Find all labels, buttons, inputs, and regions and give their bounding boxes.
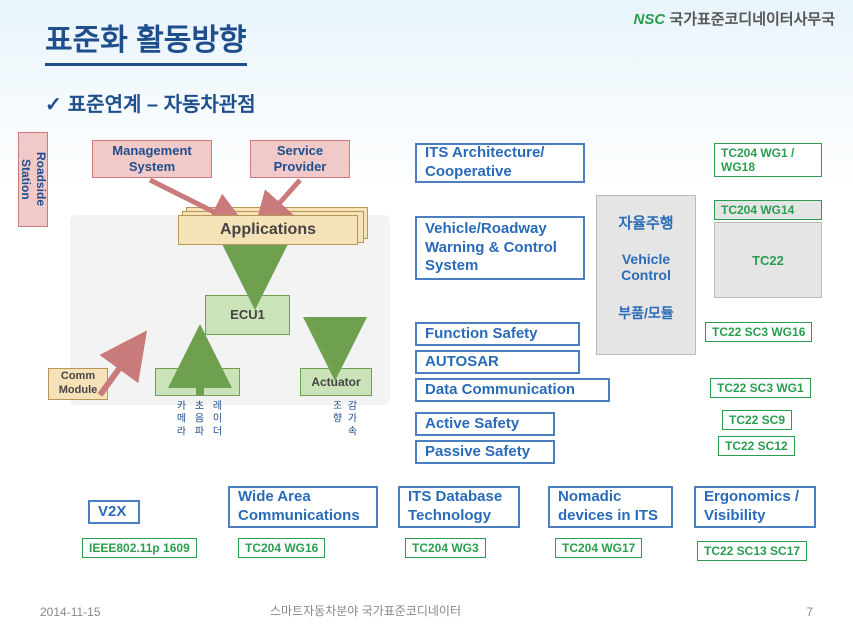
footer-date: 2014-11-15 xyxy=(40,605,101,619)
category-data-comm: Data Communication xyxy=(415,378,610,402)
category-nomadic: Nomadic devices in ITS xyxy=(548,486,673,528)
header-org: NSC 국가표준코디네이터사무국 xyxy=(634,8,835,29)
brand-logo: NSC xyxy=(634,11,666,28)
grey-line2: Vehicle Control xyxy=(605,251,687,283)
footer-center: 스마트자동차분야 국가표준코디네이터 xyxy=(270,602,461,619)
sensor-label-2: 초 음 파 xyxy=(190,400,205,436)
grey-line3: 부품/모듈 xyxy=(605,303,687,323)
category-its-db: ITS Database Technology xyxy=(398,486,520,528)
sensor-label-5: 감 가 속 xyxy=(343,400,358,436)
sensor-label-3: 레 이 더 xyxy=(208,400,223,436)
sensor-label-1: 카 메 라 xyxy=(172,400,187,436)
category-passive-safety: Passive Safety xyxy=(415,440,555,464)
tag-wg16: TC204 WG16 xyxy=(238,538,325,558)
vehicle-control-box: 자율주행 Vehicle Control 부품/모듈 xyxy=(596,195,696,355)
tag-wg1-18: TC204 WG1 / WG18 xyxy=(714,143,822,177)
applications-box: Applications xyxy=(178,215,358,245)
tag-sc3wg16: TC22 SC3 WG16 xyxy=(705,322,812,342)
tag-ieee: IEEE802.11p 1609 xyxy=(82,538,197,558)
management-system-box: Management System xyxy=(92,140,212,178)
sensor-label-4: 조 향 xyxy=(328,400,343,423)
check-icon: ✓ xyxy=(45,94,62,116)
tag-wg3: TC204 WG3 xyxy=(405,538,486,558)
tag-wg14: TC204 WG14 xyxy=(714,200,822,220)
category-func-safety: Function Safety xyxy=(415,322,580,346)
org-label: 국가표준코디네이터사무국 xyxy=(669,11,835,28)
applications-stack: Applications xyxy=(178,215,358,245)
tag-wg17: TC204 WG17 xyxy=(555,538,642,558)
sensors-box: Sensors xyxy=(155,368,240,396)
tag-sc3wg1: TC22 SC3 WG1 xyxy=(710,378,811,398)
category-autosar: AUTOSAR xyxy=(415,350,580,374)
roadside-station-box: Roadside Station xyxy=(18,132,48,227)
comm-module-box: Comm Module xyxy=(48,368,108,400)
tag-sc9: TC22 SC9 xyxy=(722,410,792,430)
category-vrwcs: Vehicle/Roadway Warning & Control System xyxy=(415,216,585,280)
service-provider-box: Service Provider xyxy=(250,140,350,178)
tag-sc13-17: TC22 SC13 SC17 xyxy=(697,541,807,561)
category-active-safety: Active Safety xyxy=(415,412,555,436)
tag-sc12: TC22 SC12 xyxy=(718,436,795,456)
grey-line1: 자율주행 xyxy=(605,212,687,233)
category-its-arch: ITS Architecture/ Cooperative xyxy=(415,143,585,183)
tag-tc22-box: TC22 xyxy=(714,222,822,298)
actuator-box: Actuator xyxy=(300,368,372,396)
category-v2x: V2X xyxy=(88,500,140,524)
ecu-box: ECU1 xyxy=(205,295,290,335)
category-ergonomics: Ergonomics / Visibility xyxy=(694,486,816,528)
footer-page: 7 xyxy=(806,605,813,619)
slide-title: 표준화 활동방향 xyxy=(45,15,247,66)
category-wide-area: Wide Area Communications xyxy=(228,486,378,528)
subtitle: ✓표준연계 – 자동차관점 xyxy=(45,88,256,117)
